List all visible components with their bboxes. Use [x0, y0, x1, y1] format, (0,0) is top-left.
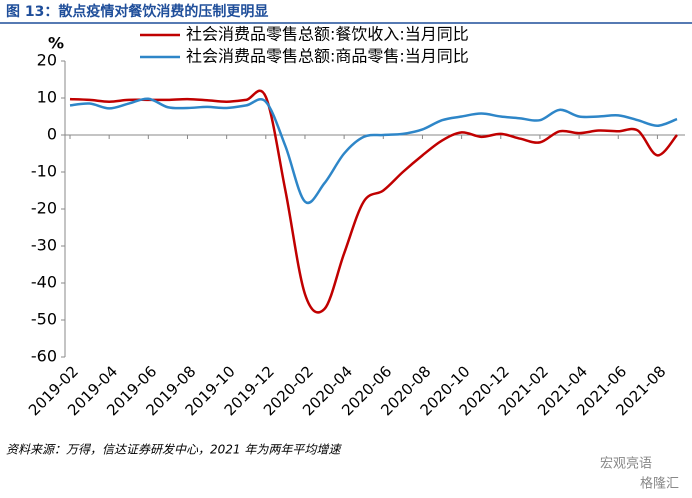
source-note: 资料来源：万得，信达证券研发中心，2021 年为两年平均增速 — [6, 443, 342, 457]
series-line — [69, 97, 678, 205]
legend-label: 社会消费品零售总额:商品零售:当月同比 — [186, 47, 469, 66]
y-tick-label: -50 — [31, 310, 57, 329]
y-tick-label: -10 — [31, 162, 57, 181]
y-tick-label: -20 — [31, 199, 57, 218]
legend-label: 社会消费品零售总额:餐饮收入:当月同比 — [186, 25, 469, 44]
y-tick-label: -60 — [31, 347, 57, 366]
y-tick-label: -40 — [31, 273, 57, 292]
watermark: 格隆汇 — [640, 476, 679, 492]
y-axis-label: % — [48, 34, 64, 53]
y-tick-label: 10 — [37, 88, 57, 107]
watermark: 宏观亮语 — [600, 456, 652, 472]
series-line — [69, 89, 678, 314]
chart-title: 图 13：散点疫情对餐饮消费的压制更明显 — [6, 3, 268, 20]
y-tick-label: 20 — [37, 51, 57, 70]
y-tick-label: 0 — [47, 125, 57, 144]
y-tick-label: -30 — [31, 236, 57, 255]
